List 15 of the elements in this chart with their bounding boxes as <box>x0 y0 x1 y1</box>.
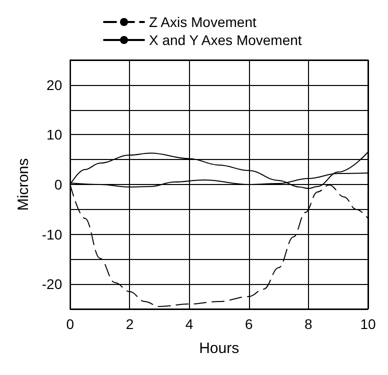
legend-label: X and Y Axes Movement <box>149 32 302 48</box>
y-tick-label: -20 <box>42 276 62 292</box>
legend-label: Z Axis Movement <box>149 14 256 30</box>
y-tick-label: 10 <box>46 126 62 143</box>
x-tick-label: 8 <box>304 316 313 332</box>
x-tick-label: 2 <box>126 316 134 332</box>
x-tick-label: 10 <box>360 316 376 332</box>
y-axis-title: Microns <box>15 158 32 211</box>
y-tick-label: 0 <box>54 176 62 192</box>
x-tick-label: 4 <box>185 316 194 332</box>
y-tick-label: 20 <box>46 76 62 93</box>
x-tick-label: 0 <box>66 316 74 332</box>
x-tick-label: 6 <box>244 316 253 332</box>
y-tick-label: -10 <box>42 226 62 242</box>
x-axis-title: Hours <box>199 340 240 357</box>
